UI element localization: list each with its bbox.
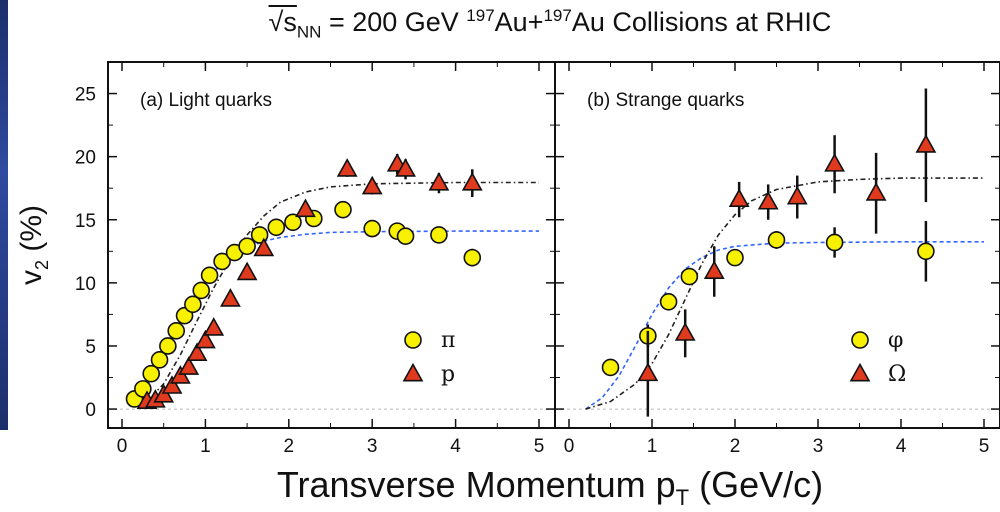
panel-b-point-triangle <box>637 362 659 382</box>
panel-a-point-circle <box>430 226 448 244</box>
panel-b-point-triangle <box>915 134 937 153</box>
x-axis-label: Transverse Momentum pT (GeV/c) <box>100 464 1000 511</box>
panel-b-point-triangle <box>757 190 779 210</box>
panel-b-x-tick-label: 4 <box>896 436 907 457</box>
panel-a-y-tick-label: 20 <box>75 148 96 169</box>
panel-b-legend-label: Ω <box>888 362 906 387</box>
panel-b-x-tick-label: 0 <box>564 436 575 457</box>
panel-a-point-circle <box>159 337 177 355</box>
panel-a-point-triangle <box>236 261 258 281</box>
panel-b-frame <box>554 61 1000 429</box>
chart-title: √sNN = 200 GeV 197Au+197Au Collisions at… <box>100 6 1000 42</box>
panel-b-fit-line-circles <box>585 241 984 410</box>
panel-b-point-circle <box>825 233 844 252</box>
panel-a-point-triangle <box>336 158 358 177</box>
panel-a-x-tick-label: 1 <box>200 436 211 457</box>
panel-b-point-triangle <box>703 260 725 279</box>
panel-b-point-circle <box>917 242 935 261</box>
panel-a-point-circle <box>363 219 382 238</box>
panel-b-point-triangle <box>865 182 887 201</box>
panel-b-point-circle <box>680 267 699 286</box>
panel-a-point-circle <box>142 364 160 383</box>
title-energy: = 200 GeV <box>321 7 467 37</box>
panel-a-point-circle <box>463 248 482 267</box>
x-axis-label-unit: (GeV/c) <box>689 464 824 505</box>
panel-a-point-circle <box>284 213 302 232</box>
panel-a-point-triangle <box>428 172 450 191</box>
title-au-1: Au+ <box>494 7 544 37</box>
panel-b-point-triangle <box>674 322 696 341</box>
panel-a-point-circle <box>200 266 219 285</box>
panel-b-label: (b) Strange quarks <box>587 90 744 111</box>
panel-b-x-tick-label: 2 <box>730 436 741 457</box>
panel-a-x-tick-label: 4 <box>450 436 461 457</box>
panel-a-fit-line-triangles <box>130 181 539 408</box>
panel-a-point-circle <box>150 351 169 369</box>
panel-b-legend-marker-triangle <box>849 362 871 382</box>
panel-b-x-tick-label: 3 <box>813 436 824 457</box>
panel-a-point-triangle <box>395 158 416 177</box>
title-nn-subscript: NN <box>296 22 322 42</box>
panel-a-point-triangle <box>361 175 383 195</box>
panel-a-point-triangle <box>178 356 200 375</box>
title-rest: Au Collisions at RHIC <box>571 7 832 37</box>
panel-a-x-tick-label: 5 <box>534 436 545 457</box>
title-sqrt-s: √s <box>268 7 297 37</box>
panel-b-point-triangle <box>728 188 750 208</box>
panel-a-x-tick-label: 3 <box>367 436 378 457</box>
panel-a-point-circle <box>238 237 256 256</box>
panel-a-point-circle <box>267 218 286 237</box>
panel-a-point-triangle <box>220 288 241 307</box>
panel-b-point-circle <box>601 358 620 377</box>
panel-b-x-tick-label: 1 <box>647 436 658 457</box>
panel-b-point-circle <box>726 248 744 267</box>
panel-a-point-triangle <box>161 375 183 394</box>
panel-a-legend-label: π <box>441 328 455 353</box>
panel-a-frame <box>107 61 556 429</box>
panel-a-x-tick-label: 2 <box>284 436 295 457</box>
panel-a-y-tick-label: 25 <box>75 85 96 106</box>
panel-a-point-triangle <box>195 329 216 349</box>
panel-a-point-circle <box>192 281 211 300</box>
panel-a-x-tick-label: 0 <box>117 436 128 457</box>
panel-a-legend-label: p <box>441 362 455 387</box>
panel-a-point-circle <box>213 252 231 271</box>
panel-a-legend-marker-circle <box>404 331 422 349</box>
panel-a-legend-marker-triangle <box>402 362 424 382</box>
panel-b-point-circle <box>767 231 786 249</box>
panel-a-point-circle <box>334 200 352 219</box>
title-mass-2: 197 <box>543 6 572 25</box>
panel-a-point-triangle <box>186 342 208 361</box>
panel-a-y-tick-label: 5 <box>85 337 96 358</box>
panel-b-x-tick-label: 5 <box>979 436 990 457</box>
panel-b-legend-label: φ <box>888 328 903 353</box>
slide-edge-strip <box>0 0 8 430</box>
panel-a-point-circle <box>184 295 202 314</box>
panel-a-point-circle <box>167 322 186 340</box>
panel-a-point-circle <box>396 227 415 245</box>
panel-a-y-tick-label: 0 <box>85 400 96 421</box>
panel-a-point-triangle <box>461 172 483 191</box>
panel-b-legend-marker-circle <box>851 331 869 349</box>
panel-a-y-tick-label: 10 <box>75 274 96 295</box>
x-axis-label-sub: T <box>675 485 690 511</box>
panel-b-point-triangle <box>786 185 808 205</box>
title-mass-1: 197 <box>466 6 495 25</box>
panel-a-label: (a) Light quarks <box>140 90 272 111</box>
panel-a-point-triangle <box>295 198 316 218</box>
x-axis-label-main: Transverse Momentum p <box>276 464 676 505</box>
panel-b-point-circle <box>659 292 678 311</box>
panel-a-y-tick-label: 15 <box>75 211 96 232</box>
panel-b-point-triangle <box>824 153 845 172</box>
panel-a-point-triangle <box>203 317 225 336</box>
panel-a-point-triangle <box>253 237 275 257</box>
